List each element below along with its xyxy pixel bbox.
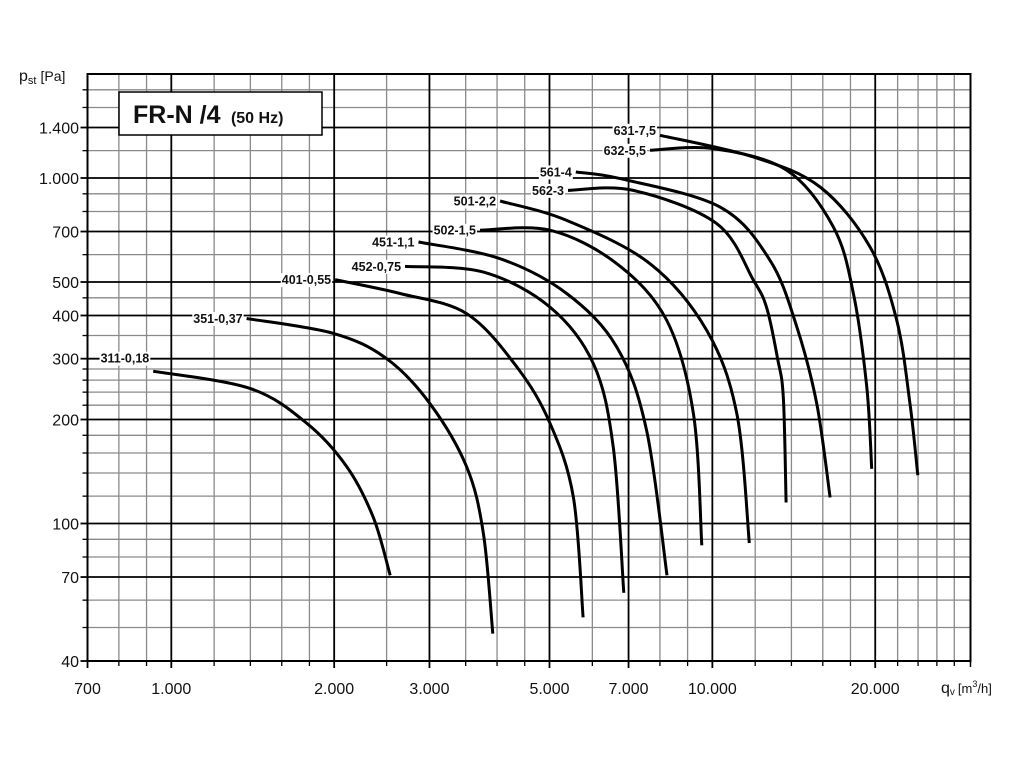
x-tick-label: 700 (74, 681, 101, 698)
curve-label-background (99, 351, 151, 366)
x-tick-label: 3.000 (409, 681, 449, 698)
curves (152, 133, 920, 634)
y-tick-label: 70 (61, 570, 79, 587)
x-axis-title: qv [m3/h] (941, 679, 992, 698)
x-tick-label: 1.000 (151, 681, 191, 698)
x-axis-unit-close: /h] (977, 681, 991, 696)
curve-452-0_75 (404, 264, 626, 593)
y-axis-subscript: st (28, 75, 37, 87)
y-tick-label: 100 (52, 517, 79, 534)
y-axis-title: pst [Pa] (19, 68, 65, 87)
title-frequency: (50 Hz) (231, 110, 283, 127)
curve-632-5_5 (649, 145, 874, 469)
major-gridlines (86, 74, 971, 662)
y-tick-label: 200 (52, 413, 79, 430)
title-main: FR-N /4 (133, 101, 221, 129)
curve-label: 562-3 (532, 184, 564, 198)
y-tick-label: 1.400 (39, 121, 79, 138)
curve-label-background (531, 183, 566, 198)
y-tick-label: 400 (52, 308, 79, 325)
x-axis-symbol: q (941, 680, 950, 697)
curve-label-background (602, 143, 648, 158)
curve-label: 561-4 (540, 165, 572, 179)
curve-label: 351-0,37 (193, 312, 242, 326)
y-axis-unit: [Pa] (40, 68, 65, 84)
minor-gridlines (87, 74, 971, 661)
curve-label: 501-2,2 (454, 194, 496, 208)
curve-502-1_5 (479, 226, 704, 546)
y-axis-symbol: p (19, 68, 28, 85)
axis-ticks (80, 89, 972, 668)
y-tick-label: 300 (52, 352, 79, 369)
x-axis-unit-exponent: 3 (972, 679, 977, 689)
curve-351-0_37 (246, 317, 495, 634)
y-tick-label: 1.000 (39, 171, 79, 188)
curve-562-3 (567, 186, 788, 503)
curve-631-7_5 (659, 133, 920, 476)
curve-label: 631-7,5 (614, 124, 656, 138)
curve-label: 502-1,5 (434, 224, 476, 238)
y-tick-label: 700 (52, 225, 79, 242)
x-tick-label: 20.000 (851, 681, 900, 698)
title-box: FR-N /4 (50 Hz) (118, 91, 323, 136)
curve-label-background (192, 312, 244, 327)
curve-561-4 (575, 170, 832, 498)
curve-label-background (350, 259, 403, 274)
y-tick-label: 40 (61, 654, 79, 671)
curve-label: 401-0,55 (282, 273, 331, 287)
curve-label: 452-0,75 (352, 260, 401, 274)
plot-frame (86, 73, 972, 662)
y-tick-label: 500 (52, 275, 79, 292)
x-tick-label: 2.000 (314, 681, 354, 698)
curve-label-background (612, 123, 658, 138)
curve-label: 451-1,1 (372, 235, 414, 249)
x-tick-label: 7.000 (609, 681, 649, 698)
curve-labels: 311-0,18 351-0,37 401-0,55 452-0,75 451-1,1 5… (99, 123, 658, 366)
x-tick-label: 5.000 (529, 681, 569, 698)
curve-label-background (452, 194, 498, 209)
curve-label-background (371, 235, 416, 250)
curve-501-2_2 (499, 199, 751, 544)
curve-label: 632-5,5 (604, 144, 646, 158)
curve-label-background (432, 223, 478, 238)
x-axis-subscript: v (950, 687, 955, 698)
chart-title: FR-N /4 (50 Hz) (133, 101, 283, 129)
curve-label: 311-0,18 (101, 352, 150, 366)
x-axis-unit-open: [m (958, 681, 972, 696)
title-box-frame (118, 91, 323, 136)
curve-label-background (280, 273, 333, 288)
curve-401-0_55 (334, 278, 585, 618)
curve-311-0_18 (152, 369, 392, 576)
curve-label-background (538, 165, 573, 180)
tick-labels: 700 1.000 2.000 3.000 5.000 7.000 10.000 20.000… (39, 121, 900, 698)
curve-451-1_1 (418, 240, 669, 576)
x-tick-label: 10.000 (688, 681, 737, 698)
